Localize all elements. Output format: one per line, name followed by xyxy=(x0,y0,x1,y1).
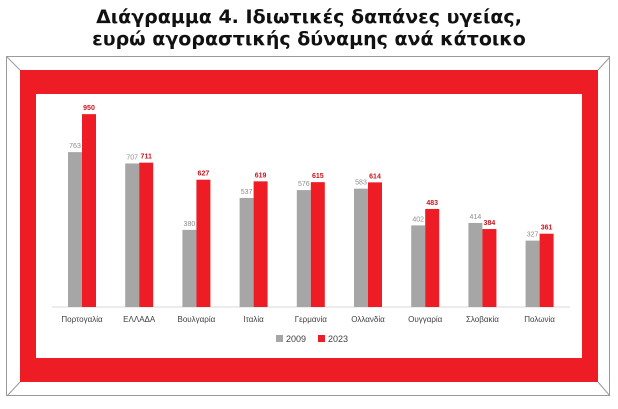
value-label-2009-3: 380 xyxy=(184,221,196,228)
bar-2023-7 xyxy=(425,208,440,307)
chart-title: Διάγραμμα 4. Ιδιωτικές δαπάνες υγείας, ε… xyxy=(0,6,618,50)
value-label-2023-8: 384 xyxy=(484,220,496,227)
value-label-2023-2: 711 xyxy=(141,154,152,161)
value-label-2009-7: 402 xyxy=(412,216,424,223)
bar-2009-6 xyxy=(354,188,368,307)
bar-2023-3 xyxy=(196,179,211,307)
value-label-2009-1: 763 xyxy=(69,143,81,150)
value-label-2009-4: 537 xyxy=(241,189,253,196)
legend: 2009 2023 xyxy=(276,334,348,344)
category-label-7: Ουγγαρία xyxy=(408,315,443,324)
corner-line-bl xyxy=(6,381,21,397)
bar-2009-7 xyxy=(411,225,426,307)
value-label-2023-3: 627 xyxy=(198,171,210,178)
corner-line-tr xyxy=(597,56,611,71)
bar-2009-3 xyxy=(182,229,197,307)
value-label-2009-6: 583 xyxy=(355,180,367,187)
value-label-2023-9: 361 xyxy=(541,225,553,232)
category-label-1: Πορτογαλία xyxy=(61,315,103,324)
bar-2023-2 xyxy=(139,162,154,307)
corner-line-tl xyxy=(6,56,21,71)
value-label-2023-1: 950 xyxy=(83,105,95,112)
category-label-9: Πολωνία xyxy=(524,315,555,324)
bar-2023-1 xyxy=(82,114,96,308)
bar-2023-9 xyxy=(539,233,554,307)
bar-2009-9 xyxy=(525,240,540,307)
chart-title-line-1: Διάγραμμα 4. Ιδιωτικές δαπάνες υγείας, xyxy=(96,6,522,28)
category-label-6: Ολλανδία xyxy=(351,315,385,324)
bar-2009-5 xyxy=(296,190,311,307)
value-label-2009-5: 576 xyxy=(298,181,310,188)
bar-2023-8 xyxy=(482,229,497,307)
value-label-2023-4: 619 xyxy=(255,172,267,179)
bar-2023-4 xyxy=(253,181,268,307)
value-label-2023-6: 614 xyxy=(369,173,381,180)
value-label-2009-8: 414 xyxy=(470,214,482,221)
legend-label-2023: 2023 xyxy=(328,334,348,344)
value-label-2023-5: 615 xyxy=(312,173,324,180)
category-label-4: Ιταλία xyxy=(243,315,264,324)
legend-label-2009: 2009 xyxy=(286,334,306,344)
category-labels-group: Πορτογαλία ΕΛΛΑΔΑ Βουλγαρία Ιταλία Γερμανία Ο… xyxy=(61,315,555,324)
category-label-2: ΕΛΛΑΔΑ xyxy=(123,315,156,324)
bar-2009-4 xyxy=(239,197,254,307)
value-label-2009-9: 327 xyxy=(527,232,539,239)
bars-group xyxy=(68,114,554,308)
category-label-3: Βουλγαρία xyxy=(178,315,216,324)
legend-swatch-2009 xyxy=(276,335,283,342)
corner-line-br xyxy=(597,381,611,397)
bar-2023-5 xyxy=(310,182,325,307)
category-label-5: Γερμανία xyxy=(295,315,328,324)
bar-2009-8 xyxy=(468,222,483,307)
bar-2009-2 xyxy=(125,163,140,307)
bar-2023-6 xyxy=(368,182,382,307)
bar-2009-1 xyxy=(68,152,82,307)
value-label-2009-2: 707 xyxy=(126,154,138,161)
category-label-8: Σλοβακία xyxy=(466,315,499,324)
value-label-2023-7: 483 xyxy=(426,200,438,207)
legend-swatch-2023 xyxy=(318,335,325,342)
chart-title-line-2: ευρώ αγοραστικής δύναμης ανά κάτοικο xyxy=(92,28,526,50)
